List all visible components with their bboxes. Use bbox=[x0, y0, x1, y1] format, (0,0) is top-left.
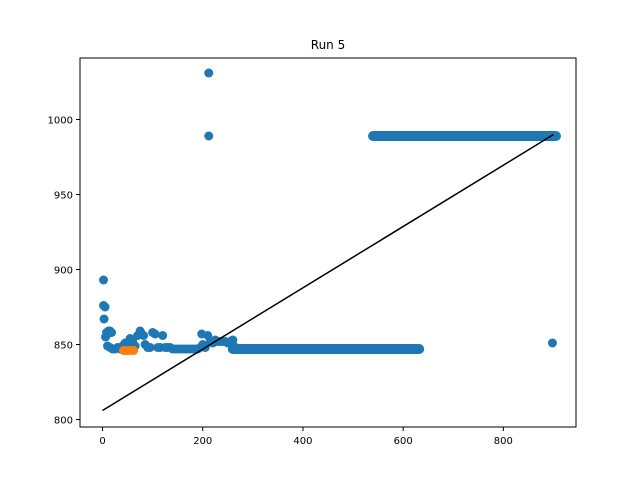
data-point bbox=[547, 338, 557, 348]
fit-line bbox=[102, 133, 554, 412]
data-point-highlight bbox=[129, 346, 139, 355]
x-axis: 0 200 400 600 800 bbox=[99, 427, 513, 447]
data-point bbox=[204, 68, 214, 78]
data-point bbox=[107, 328, 117, 337]
x-tick-label: 0 bbox=[99, 436, 105, 447]
plot-area bbox=[99, 68, 561, 412]
y-tick-label: 850 bbox=[54, 341, 73, 352]
y-tick-label: 800 bbox=[54, 416, 73, 427]
data-point bbox=[204, 131, 214, 141]
y-axis: 800 850 900 950 1000 bbox=[48, 116, 80, 427]
x-tick-label: 200 bbox=[193, 436, 212, 447]
axes-frame bbox=[79, 57, 577, 428]
x-tick-label: 800 bbox=[494, 436, 513, 447]
data-point bbox=[158, 331, 168, 340]
data-point bbox=[150, 329, 160, 339]
data-point bbox=[233, 344, 243, 354]
data-point bbox=[145, 343, 155, 352]
y-tick-label: 1000 bbox=[48, 116, 73, 127]
y-tick-label: 900 bbox=[54, 266, 73, 277]
data-point bbox=[100, 302, 110, 312]
data-point bbox=[99, 314, 109, 324]
data-point bbox=[139, 331, 149, 340]
y-tick-label: 950 bbox=[54, 191, 73, 202]
x-tick-label: 600 bbox=[394, 436, 413, 447]
data-point bbox=[99, 275, 109, 285]
chart-title: Run 5 bbox=[311, 38, 345, 52]
x-tick-label: 400 bbox=[293, 436, 312, 447]
